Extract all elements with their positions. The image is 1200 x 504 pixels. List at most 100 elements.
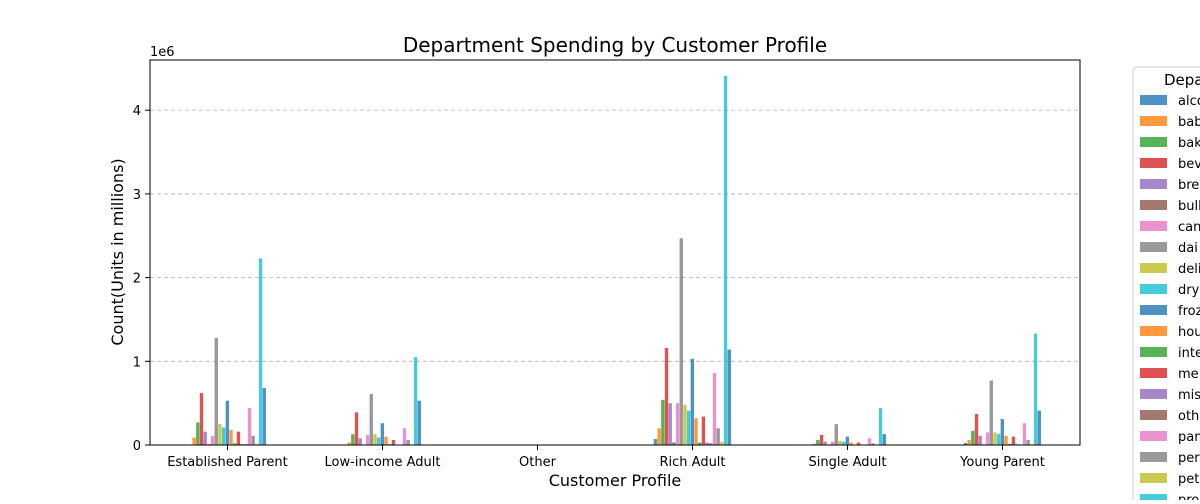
legend-label: dry <box>1178 283 1200 298</box>
legend-title: Department <box>1164 71 1200 89</box>
bars-layer <box>189 76 1041 445</box>
bar <box>226 401 229 445</box>
legend-swatch <box>1140 368 1167 378</box>
y-offset-label: 1e6 <box>150 45 175 60</box>
legend-swatch <box>1140 284 1167 294</box>
bar <box>259 258 262 445</box>
bar <box>967 440 970 445</box>
legend-label: bre <box>1178 178 1199 193</box>
legend-swatch <box>1140 326 1167 336</box>
bar <box>370 394 373 445</box>
bar <box>373 434 376 445</box>
bar <box>661 400 664 445</box>
y-tick-label: 4 <box>133 104 141 119</box>
bar <box>211 436 214 445</box>
bar <box>192 437 195 445</box>
bar <box>879 408 882 445</box>
legend-label: can <box>1178 220 1200 235</box>
chart-title: Department Spending by Customer Profile <box>403 33 827 57</box>
legend-label: inte <box>1178 346 1200 361</box>
bar <box>403 428 406 445</box>
legend-swatch <box>1140 179 1167 189</box>
bar <box>351 434 354 445</box>
bar <box>820 435 823 445</box>
legend-swatch <box>1140 116 1167 126</box>
legend-swatch <box>1140 494 1167 500</box>
bar <box>720 442 723 445</box>
bar <box>728 350 731 445</box>
bar <box>702 417 705 445</box>
bar <box>654 439 657 445</box>
legend-label: bab <box>1178 115 1200 130</box>
bar <box>694 418 697 445</box>
legend-label: hou <box>1178 325 1200 340</box>
bar <box>816 440 819 445</box>
bar <box>1001 419 1004 445</box>
bar <box>392 440 395 445</box>
bar <box>716 428 719 445</box>
bar <box>218 424 221 445</box>
bar <box>222 427 225 445</box>
bar <box>979 436 982 445</box>
bar <box>1038 411 1041 445</box>
legend-label: pan <box>1178 430 1200 445</box>
legend-swatch <box>1140 158 1167 168</box>
bar <box>418 401 421 445</box>
y-tick-label: 0 <box>133 439 141 454</box>
legend-label: mis <box>1178 388 1200 403</box>
legend-label: bak <box>1178 136 1200 151</box>
legend-label: me <box>1178 367 1199 382</box>
bar <box>883 434 886 445</box>
bar <box>1004 436 1007 445</box>
bar <box>359 438 362 445</box>
legend-label: per <box>1178 451 1200 466</box>
bar <box>251 436 254 445</box>
legend-swatch <box>1140 200 1167 210</box>
legend-swatch <box>1140 242 1167 252</box>
bar <box>1012 437 1015 445</box>
legend-label: bull <box>1178 199 1200 214</box>
legend-swatch <box>1140 221 1167 231</box>
grid-layer <box>150 110 1080 361</box>
bar <box>381 423 384 445</box>
bar <box>204 432 207 445</box>
x-axis-label: Customer Profile <box>549 471 682 490</box>
bar <box>669 403 672 445</box>
bar <box>838 441 841 445</box>
y-tick-label: 1 <box>133 355 141 370</box>
plot-frame <box>150 60 1080 445</box>
bar <box>713 373 716 445</box>
legend-label: dai <box>1178 241 1198 256</box>
legend-swatch <box>1140 305 1167 315</box>
bar <box>355 412 358 445</box>
x-tick-label: Low-income Adult <box>325 455 441 470</box>
bar <box>237 432 240 445</box>
bar <box>229 430 232 445</box>
bar <box>366 435 369 445</box>
bar <box>971 431 974 445</box>
bar <box>248 408 251 445</box>
legend: Department alcobabbakbevbrebullcandaidel… <box>1133 67 1200 500</box>
bar <box>384 437 387 445</box>
bar <box>680 238 683 445</box>
legend-swatch <box>1140 137 1167 147</box>
legend-swatch <box>1140 431 1167 441</box>
legend-swatch <box>1140 95 1167 105</box>
bar <box>665 348 668 445</box>
bar <box>997 434 1000 445</box>
bar <box>975 414 978 445</box>
y-axis-label: Count(Units in millions) <box>108 158 127 345</box>
bar <box>406 440 409 445</box>
legend-swatch <box>1140 473 1167 483</box>
bar <box>1023 423 1026 445</box>
legend-label: bev <box>1178 157 1200 172</box>
bar <box>824 442 827 445</box>
legend-swatch <box>1140 452 1167 462</box>
bar <box>377 437 380 445</box>
bar <box>200 393 203 445</box>
bar <box>842 442 845 445</box>
legend-label: pet <box>1178 472 1199 487</box>
